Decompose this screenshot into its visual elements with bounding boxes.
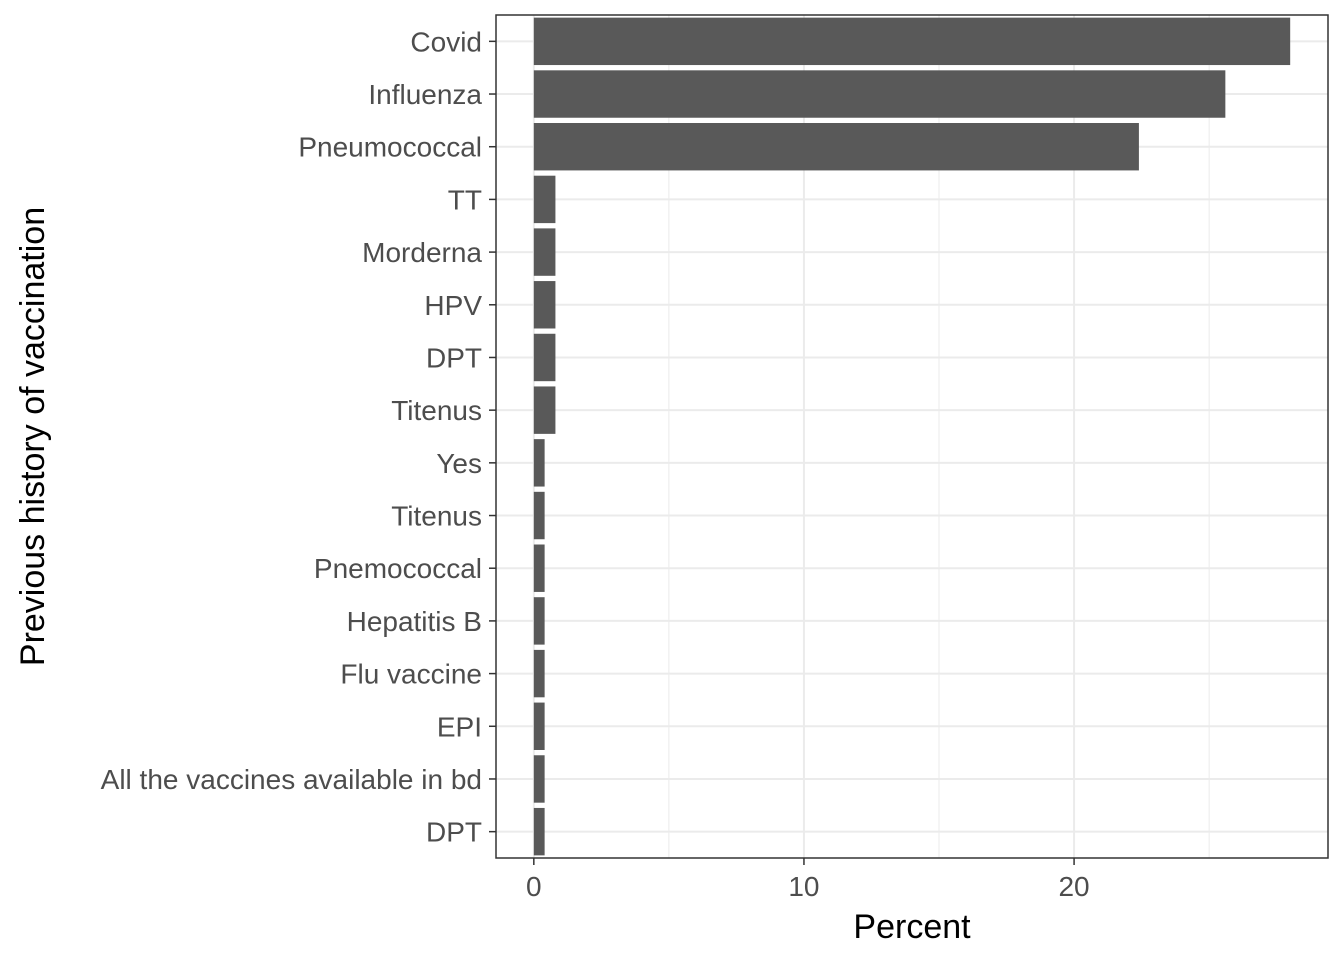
x-tick-label: 0: [526, 871, 542, 902]
bar: [533, 649, 545, 698]
bar: [533, 807, 545, 856]
bar: [533, 17, 1291, 66]
bars: [533, 17, 1291, 856]
y-tick-label: All the vaccines available in bd: [101, 764, 482, 795]
y-tick-label: Flu vaccine: [340, 659, 482, 690]
axis-ticks: [489, 40, 1075, 865]
bar: [533, 333, 556, 382]
y-tick-label: DPT: [426, 342, 482, 373]
bar: [533, 281, 556, 329]
y-tick-label: Covid: [410, 26, 482, 57]
bar: [533, 123, 1139, 171]
y-tick-label: Titenus: [391, 395, 482, 426]
bar: [533, 491, 545, 540]
y-tick-label: TT: [448, 184, 482, 215]
x-tick-label: 20: [1058, 871, 1089, 902]
x-tick-label: 10: [788, 871, 819, 902]
bar: [533, 386, 556, 434]
bar: [533, 755, 545, 803]
bar: [533, 702, 545, 750]
y-tick-label: DPT: [426, 817, 482, 848]
y-tick-label: HPV: [424, 290, 482, 321]
y-tick-label: Morderna: [362, 237, 482, 268]
tick-labels: Covid Influenza Pneumococcal TT Morderna HPV D…: [101, 26, 1090, 902]
y-tick-label: Pnemococcal: [314, 553, 482, 584]
bar: [533, 175, 556, 224]
y-tick-label: Pneumococcal: [298, 132, 482, 163]
bar: [533, 70, 1226, 118]
bar: [533, 544, 545, 592]
bar: [533, 228, 556, 276]
y-tick-label: Titenus: [391, 501, 482, 532]
bar: [533, 597, 545, 645]
y-tick-label: Yes: [436, 448, 482, 479]
y-tick-label: EPI: [437, 711, 482, 742]
y-axis-title: Previous history of vaccination: [14, 207, 52, 666]
bar: [533, 439, 545, 487]
x-axis-title: Percent: [853, 908, 971, 946]
panel-border: [495, 14, 1329, 859]
y-tick-label: Hepatitis B: [347, 606, 482, 637]
y-tick-label: Influenza: [368, 79, 482, 110]
